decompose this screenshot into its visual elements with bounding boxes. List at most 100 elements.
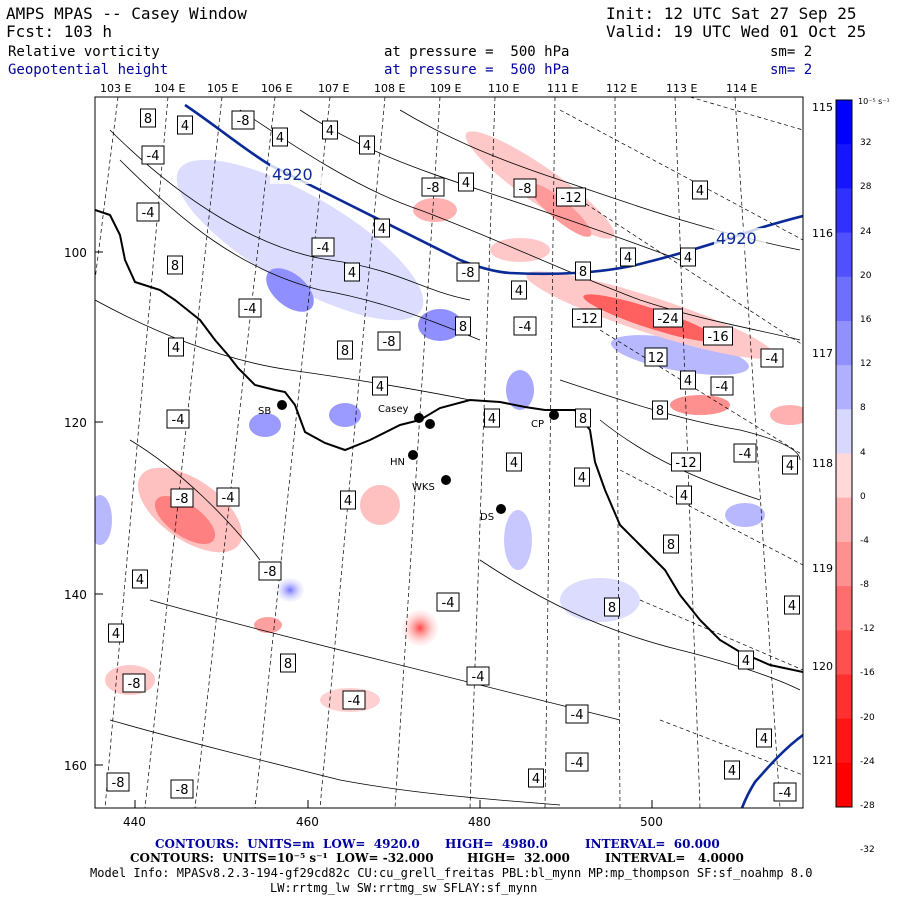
colorbar-segment (836, 718, 852, 764)
vorticity-label: -12 (576, 312, 597, 327)
lon-label: 108 E (374, 82, 405, 95)
vorticity-label-box (359, 135, 375, 155)
vorticity-label: 8 (171, 259, 179, 274)
plot-frame (94, 96, 804, 809)
vorticity-label-box (575, 261, 591, 281)
colorbar-segment (836, 630, 852, 675)
colorbar-segment (836, 276, 852, 322)
vorticity-label-box (773, 782, 797, 802)
parallel-line (689, 97, 803, 131)
vorticity-label: 4 (515, 284, 523, 299)
vorticity-label-box (167, 255, 183, 275)
vorticity-label: 4 (488, 412, 496, 427)
lon-label: 111 E (547, 82, 578, 95)
vorticity-label-box (756, 728, 772, 748)
colorbar-tick-label: -12 (860, 624, 875, 635)
vorticity-label: 4 (378, 222, 386, 237)
vorticity-label: -16 (707, 330, 728, 345)
vorticity-label-box (653, 308, 683, 328)
station-dot-casey (414, 413, 424, 423)
vorticity-label: 4 (696, 184, 704, 199)
vorticity-label-box (311, 237, 335, 257)
vorticity-label-box (733, 443, 757, 463)
colorbar-tick-label: -28 (860, 801, 875, 811)
contour-line (149, 599, 621, 721)
vorticity-label-box (663, 534, 679, 554)
vorticity-label: -8 (462, 266, 475, 281)
colorbar-tick-label: -16 (860, 668, 875, 679)
vorticity-label: -4 (779, 786, 792, 801)
contour-line (95, 299, 471, 401)
vorticity-label: -8 (237, 114, 250, 129)
vorticity-label-box (565, 704, 589, 724)
station-dot-sb (277, 400, 287, 410)
vorticity-label: 4 (760, 732, 768, 747)
vorticity-label-box (620, 247, 636, 267)
vorticity-label-box (671, 452, 701, 472)
vorticity-label: -4 (147, 149, 160, 164)
vorticity-label-box (676, 485, 692, 505)
meridian-line (144, 97, 223, 808)
vorticity-label: -4 (571, 708, 584, 723)
blue-core (266, 268, 314, 312)
red-region (465, 131, 615, 239)
blue-region (560, 578, 640, 622)
init-time: Init: 12 UTC Sat 27 Sep 25 (606, 4, 857, 23)
vorticity-label: 4 (181, 119, 189, 134)
vorticity-label-box (122, 673, 146, 693)
footer-vorticity-high: HIGH= 32.000 (467, 851, 570, 865)
vorticity-label-box (680, 370, 696, 390)
colorbar-segment (836, 497, 852, 543)
vorticity-label: 4 (624, 251, 632, 266)
station-markers (277, 400, 559, 514)
vorticity-label: -8 (128, 677, 141, 692)
vorticity-label-box (280, 653, 296, 673)
vorticity-label-box (374, 218, 390, 238)
vorticity-label-box (258, 561, 282, 581)
station-dot-wks (441, 475, 451, 485)
vorticity-label: 4 (532, 772, 540, 787)
vorticity-label: -8 (176, 783, 189, 798)
lon-label: 112 E (606, 82, 637, 95)
vorticity-label: -8 (383, 335, 396, 350)
blue-core (329, 403, 361, 427)
colorbar-segment (836, 453, 852, 499)
colorbar-tick-label: 20 (860, 270, 872, 281)
lon-label: 105 E (207, 82, 238, 95)
parallel-line (559, 109, 803, 241)
vorticity-label: 4 (786, 459, 794, 474)
contour-line (109, 719, 561, 806)
field2-smoothing: sm= 2 (770, 62, 813, 78)
y-tick-label: 140 (64, 588, 87, 602)
plot-area: SB Casey HN WKS DS CP 4920 4920 8 4 -8 -4 4 4… (95, 97, 803, 808)
vorticity-label-box (513, 316, 537, 336)
blue-core (95, 495, 112, 545)
vorticity-label-box (680, 247, 696, 267)
lon-label: 114 E (726, 82, 757, 95)
vorticity-label: 4 (788, 599, 796, 614)
vorticity-label: 4 (684, 374, 692, 389)
valid-time: Valid: 19 UTC Wed 01 Oct 25 (606, 22, 867, 41)
vorticity-label-box (231, 110, 255, 130)
vorticity-label: 4 (172, 341, 180, 356)
vorticity-label: 4 (462, 176, 470, 191)
vorticity-label: -24 (657, 312, 678, 327)
station-label-sb: SB (258, 406, 271, 417)
station-label-ds: DS (480, 512, 494, 523)
colorbar-segment (836, 188, 852, 234)
blue-core (276, 578, 304, 602)
station-label-wks: WKS (412, 482, 435, 493)
forecast-hour: Fcst: 103 h (6, 22, 112, 41)
colorbar-tick-label: -8 (860, 580, 869, 591)
vorticity-label-box (337, 340, 353, 360)
red-core (413, 198, 457, 222)
colorbar-segment (836, 586, 852, 631)
lon-label: 113 E (666, 82, 697, 95)
vorticity-label: 4 (680, 489, 688, 504)
contour-line (129, 439, 261, 561)
vorticity-label: 4 (728, 764, 736, 779)
station-dot-hn (408, 450, 418, 460)
vorticity-label: -8 (264, 565, 277, 580)
vorticity-label: 4 (344, 494, 352, 509)
